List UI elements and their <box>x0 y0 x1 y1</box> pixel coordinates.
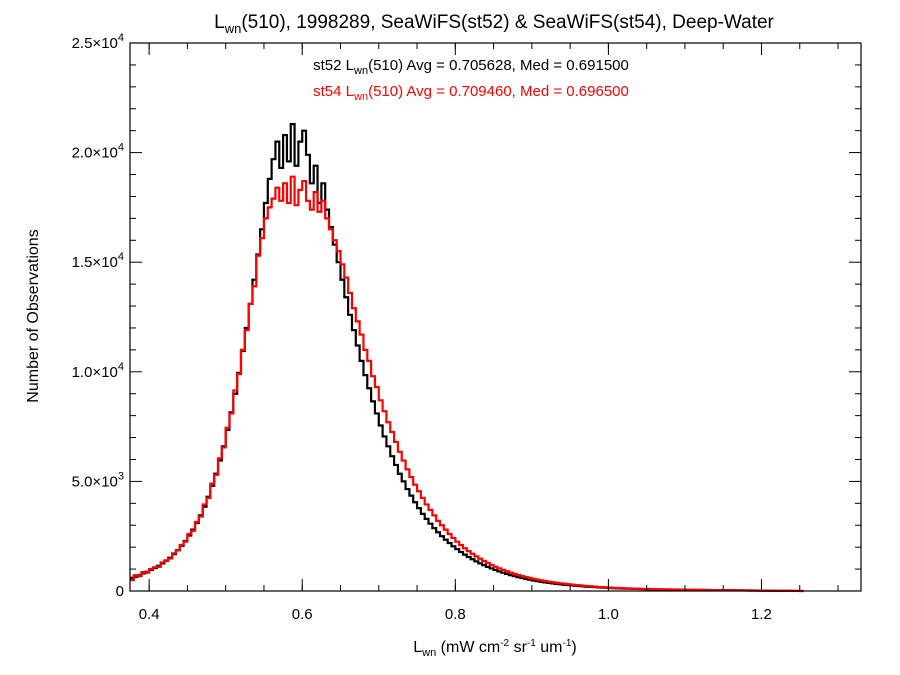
y-tick-label: 2.5×104 <box>72 32 124 52</box>
series-layer <box>130 123 804 593</box>
chart-title: Lwn(510), 1998289, SeaWiFS(st52) & SeaWi… <box>214 12 774 36</box>
plot-frame <box>129 42 862 592</box>
y-tick-label: 1.0×104 <box>72 361 124 381</box>
x-axis-title: Lwn (mW cm-2 sr-1 um-1) <box>413 638 576 659</box>
y-tick-label: 5.0×103 <box>72 470 124 490</box>
x-tick-label: 0.4 <box>139 606 160 623</box>
series-stat-st54: st54 Lwn(510) Avg = 0.709460, Med = 0.69… <box>313 83 629 103</box>
y-tick-label: 1.5×104 <box>72 251 124 271</box>
tick-layer <box>130 42 861 592</box>
y-axis-title: Number of Observations <box>25 229 42 402</box>
x-tick-label: 1.0 <box>598 606 619 623</box>
series-stat-st52: st52 Lwn(510) Avg = 0.705628, Med = 0.69… <box>313 57 629 77</box>
x-tick-label: 0.8 <box>445 606 466 623</box>
histogram-series-1 <box>130 175 804 593</box>
y-tick-label: 2.0×104 <box>72 142 124 162</box>
tick-label-layer: 0.4 0.6 0.8 1.0 1.2 0 5.0×103 1.0×104 1.5×104 2.0… <box>72 32 772 623</box>
x-tick-label: 0.6 <box>292 606 313 623</box>
y-tick-label: 0 <box>116 583 124 600</box>
x-tick-label: 1.2 <box>751 606 772 623</box>
